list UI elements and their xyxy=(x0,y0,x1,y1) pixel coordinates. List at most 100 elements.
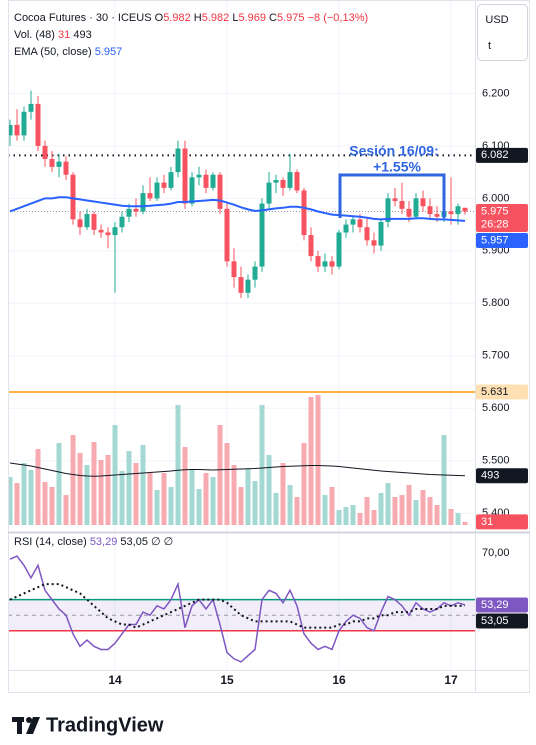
candle-body xyxy=(182,148,188,204)
candle-body xyxy=(427,206,433,215)
candle-body xyxy=(105,232,111,236)
volume-bar xyxy=(63,495,69,525)
y-tick-label: 70,00 xyxy=(482,547,510,559)
candle-body xyxy=(350,219,356,225)
volume-bar xyxy=(357,513,363,525)
volume-ma-value: 493 xyxy=(73,29,91,41)
price-label-box xyxy=(476,514,528,530)
volume-bar xyxy=(385,483,391,525)
volume-bar xyxy=(336,510,342,525)
candle-body xyxy=(231,261,237,278)
volume-bar xyxy=(70,435,76,525)
axis-layer: 6.2006.1006.0005.9005.8005.7005.6005.500… xyxy=(108,87,528,687)
candle-body xyxy=(21,111,27,136)
candle-body xyxy=(287,172,293,188)
candle-body xyxy=(70,174,76,220)
placeholder: ∅ xyxy=(164,536,174,548)
volume-bar xyxy=(147,473,153,525)
volume-bar xyxy=(161,473,167,525)
volume-bar xyxy=(406,485,412,525)
volume-bar xyxy=(455,513,461,525)
ohlc-value: 5.982 xyxy=(163,12,191,24)
volume-value: 31 xyxy=(58,29,70,41)
volume-bar xyxy=(308,397,314,525)
volume-title: Vol. (48) xyxy=(14,29,55,41)
volume-bar xyxy=(217,425,223,525)
volume-bar xyxy=(21,463,27,525)
volume-bar xyxy=(252,481,258,525)
volume-bar xyxy=(322,495,328,525)
candle-body xyxy=(126,208,132,217)
candle-body xyxy=(315,256,321,267)
candle-body xyxy=(266,182,272,204)
volume-bar xyxy=(462,521,468,525)
candle-body xyxy=(147,193,153,199)
frame xyxy=(8,0,530,693)
candle-body xyxy=(448,211,454,215)
candle-body xyxy=(189,177,195,204)
price-label: 493 xyxy=(481,470,499,482)
currency-extra[interactable]: t xyxy=(488,40,491,52)
candle-body xyxy=(77,219,83,228)
volume-bar xyxy=(350,505,356,525)
y-tick-label: 6.200 xyxy=(482,87,510,99)
candle-body xyxy=(91,214,97,230)
candle-body xyxy=(161,182,167,188)
candle-body xyxy=(224,208,230,262)
volume-bar xyxy=(91,442,97,525)
volume-bar xyxy=(301,443,307,525)
candle-body xyxy=(392,198,398,201)
volume-bar xyxy=(238,487,244,525)
candle-body xyxy=(322,261,328,267)
volume-bar xyxy=(343,507,349,525)
volume-bar xyxy=(77,453,83,525)
volume-bar xyxy=(427,497,433,525)
volume-bar xyxy=(168,487,174,525)
candle-body xyxy=(371,240,377,246)
ohlc-value: 5.969 xyxy=(238,12,266,24)
candle-body xyxy=(217,174,223,209)
volume-bar xyxy=(42,482,48,525)
candle-body xyxy=(420,198,426,207)
logo-part xyxy=(26,717,32,723)
ohlc-value: 5.975 xyxy=(277,12,305,24)
candle-body xyxy=(98,229,104,233)
y-tick-label: 5.800 xyxy=(482,297,510,309)
candle-body xyxy=(378,221,384,246)
candle-body xyxy=(84,214,90,228)
volume-bar xyxy=(420,490,426,525)
y-tick-label: 5.500 xyxy=(482,455,510,467)
currency[interactable]: USD xyxy=(485,14,508,26)
rsi-value: 53,29 xyxy=(90,536,118,548)
price-label-box xyxy=(476,613,528,629)
legend-rsi: RSI (14, close) 53,29 53,05 ∅ ∅ xyxy=(14,536,173,548)
candle-body xyxy=(175,148,181,173)
volume-bar xyxy=(9,477,13,525)
volume-bar xyxy=(231,465,237,525)
volume-bar xyxy=(399,495,405,525)
candle-body xyxy=(301,190,307,236)
volume-bar xyxy=(294,497,300,525)
volume-bar xyxy=(315,395,321,525)
candle-body xyxy=(133,208,139,212)
volume-bar xyxy=(280,463,286,525)
candle-body xyxy=(357,219,363,228)
candle-body xyxy=(252,266,258,280)
candle-body xyxy=(406,208,412,217)
volume-bar xyxy=(105,455,111,525)
candle-body xyxy=(49,159,55,167)
price-label: 53,29 xyxy=(481,599,509,611)
candle-body xyxy=(343,224,349,233)
candle-body xyxy=(154,182,160,199)
candle-body xyxy=(364,227,370,241)
logo-part xyxy=(17,717,22,734)
legend-symbol-line: Cocoa Futures · 30 · ICEUS O5.982 H5.982… xyxy=(14,12,368,24)
candle-body xyxy=(434,214,440,217)
rsi-layer xyxy=(9,555,475,663)
volume-bar xyxy=(182,447,188,525)
annotation: +1.55% xyxy=(373,159,421,175)
currency-box[interactable] xyxy=(477,4,528,61)
candle-body xyxy=(119,216,125,228)
volume-bar xyxy=(259,405,265,525)
candle-body xyxy=(203,174,209,188)
